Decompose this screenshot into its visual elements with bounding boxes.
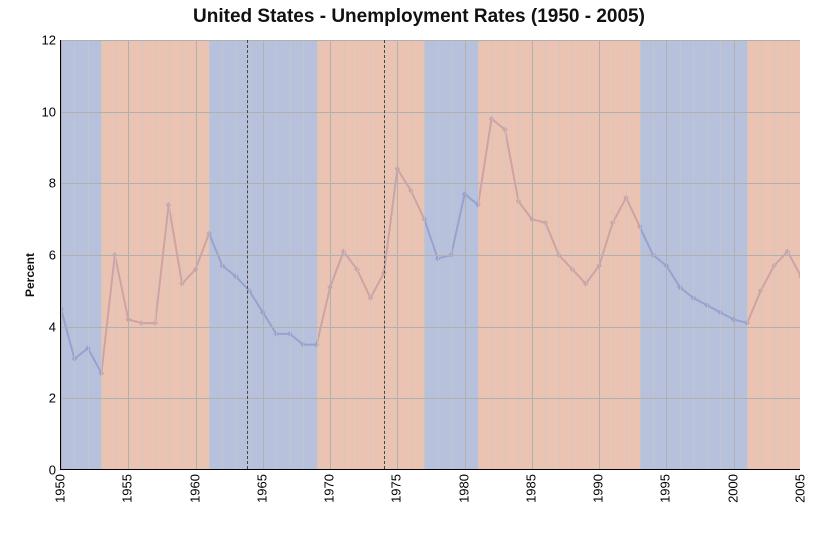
y-tick-label: 2 [26, 391, 56, 406]
chart-container: United States - Unemployment Rates (1950… [0, 0, 838, 549]
h-gridline [61, 398, 800, 399]
x-tick-label: 1975 [389, 474, 404, 503]
y-tick-label: 8 [26, 176, 56, 191]
x-tick-label: 1980 [456, 474, 471, 503]
x-tick-label: 1970 [322, 474, 337, 503]
y-tick-label: 4 [26, 319, 56, 334]
chart-title: United States - Unemployment Rates (1950… [0, 6, 838, 28]
dashed-reference-line [247, 40, 248, 469]
x-tick-label: 1955 [120, 474, 135, 503]
x-tick-label: 1990 [591, 474, 606, 503]
x-tick-label: 1995 [658, 474, 673, 503]
h-gridline [61, 183, 800, 184]
y-tick-label: 10 [26, 104, 56, 119]
h-gridline [61, 112, 800, 113]
x-tick-label: 1950 [53, 474, 68, 503]
y-tick-label: 6 [26, 248, 56, 263]
y-tick-label: 12 [26, 33, 56, 48]
x-tick-label: 1965 [254, 474, 269, 503]
x-tick-label: 1960 [187, 474, 202, 503]
plot-area [60, 40, 800, 470]
h-gridline [61, 327, 800, 328]
y-tick-label: 0 [26, 463, 56, 478]
dashed-reference-line [384, 40, 385, 469]
h-gridline [61, 40, 800, 41]
x-tick-label: 2000 [725, 474, 740, 503]
h-gridline [61, 255, 800, 256]
x-tick-label: 1985 [523, 474, 538, 503]
x-tick-label: 2005 [793, 474, 808, 503]
